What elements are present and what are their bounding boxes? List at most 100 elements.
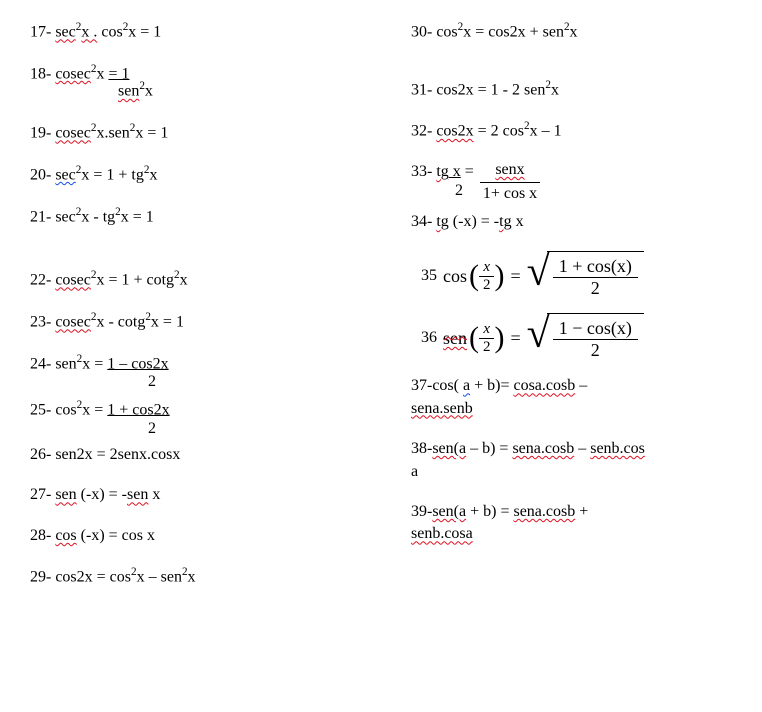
wavy-text: sen bbox=[118, 83, 139, 100]
text: x = 1 bbox=[128, 23, 161, 40]
radicand: 1 + cos(x)2 bbox=[547, 251, 644, 301]
identity-36: 36 sen ( x2 ) = √ 1 − cos(x)2 bbox=[421, 313, 732, 363]
denominator: 1+ cos x bbox=[480, 183, 540, 205]
identity-30: 30- cos2x = cos2x + sen2x bbox=[411, 20, 732, 44]
wavy-text: cosec bbox=[55, 313, 91, 330]
wavy-text: sec bbox=[55, 23, 75, 40]
identity-28: 28- cos (-x) = cos x bbox=[30, 525, 351, 547]
text: (-x) = - bbox=[77, 486, 127, 503]
text: 39- bbox=[411, 503, 432, 520]
rad-num: 1 − cos(x) bbox=[553, 318, 638, 340]
numerator: 1 – cos2x bbox=[107, 355, 168, 372]
paren-left-icon: ( bbox=[469, 323, 479, 353]
identity-18: 18- cosec2x = 1 sen2x bbox=[30, 62, 351, 103]
text: x = cos2x + sen bbox=[463, 23, 564, 40]
text: 28- bbox=[30, 527, 55, 544]
text: x.sen bbox=[96, 124, 129, 141]
fn-wavy: sen bbox=[443, 328, 467, 349]
text: 38- bbox=[411, 440, 432, 457]
numerator: x bbox=[449, 163, 461, 180]
wavy-text: cosec bbox=[55, 272, 91, 289]
identity-17: 17- sec2x . cos2x = 1 bbox=[30, 20, 351, 44]
text: x bbox=[188, 568, 196, 585]
identity-19: 19- cosec2x.sen2x = 1 bbox=[30, 121, 351, 145]
equals: = bbox=[511, 266, 521, 287]
wavy-text: cosec bbox=[55, 65, 91, 82]
text: + b)= bbox=[470, 377, 513, 394]
text: x bbox=[145, 83, 153, 100]
denominator-row: sen2x bbox=[30, 79, 351, 103]
wavy-text: tg bbox=[499, 213, 511, 230]
text: 34- bbox=[411, 213, 436, 230]
identity-23: 23- cosec2x - cotg2x = 1 bbox=[30, 310, 351, 334]
text: x = 1 + tg bbox=[81, 166, 144, 183]
arg-num: x bbox=[479, 259, 494, 277]
wavy-text: cos bbox=[55, 527, 76, 544]
identity-31: 31- cos2x = 1 - 2 sen2x bbox=[411, 78, 732, 102]
identity-32: 32- cos2x = 2 cos2x – 1 bbox=[411, 119, 732, 143]
wavy-text: sen(a bbox=[432, 440, 466, 457]
arg-den: 2 bbox=[479, 277, 495, 294]
identity-22: 22- cosec2x = 1 + cotg2x bbox=[30, 268, 351, 292]
wavy-text: tg bbox=[436, 163, 448, 180]
argument: ( x2 ) bbox=[469, 259, 505, 294]
wavy-text: senb.cosa bbox=[411, 525, 473, 542]
identity-26: 26- sen2x = 2senx.cosx bbox=[30, 444, 351, 466]
text: + bbox=[575, 503, 588, 520]
wavy-text: cos2x bbox=[436, 123, 473, 140]
text: 26- sen2x = 2senx.cosx bbox=[30, 446, 180, 463]
radicand: 1 − cos(x)2 bbox=[547, 313, 644, 363]
rhs-fraction: senx 1+ cos x bbox=[480, 159, 540, 205]
identity-37: 37-cos( a + b)= cosa.cosb – sena.senb bbox=[411, 375, 732, 420]
text: 18- bbox=[30, 65, 55, 82]
text: 20- bbox=[30, 166, 55, 183]
item-number: 36 bbox=[421, 329, 437, 347]
text: a bbox=[411, 463, 418, 480]
text: x – 1 bbox=[530, 123, 562, 140]
text: 33- bbox=[411, 163, 436, 180]
text: x - cotg bbox=[96, 313, 145, 330]
denominator: 2 bbox=[30, 371, 351, 393]
text: 25- cos bbox=[30, 401, 77, 418]
text: 29- cos2x = cos bbox=[30, 568, 131, 585]
wavy-text: sen bbox=[55, 486, 76, 503]
argument: ( x2 ) bbox=[469, 321, 505, 356]
sqrt: √ 1 − cos(x)2 bbox=[527, 313, 644, 363]
text: x = 1 + cotg bbox=[96, 272, 174, 289]
wavy-text: sena.senb bbox=[411, 400, 473, 417]
text: (-x) = - bbox=[449, 213, 499, 230]
wavy-text: tg bbox=[436, 213, 448, 230]
wavy-text: senb.cos bbox=[590, 440, 645, 457]
text: 37-cos( bbox=[411, 377, 463, 394]
text: x – sen bbox=[137, 568, 182, 585]
rad-num: 1 + cos(x) bbox=[553, 256, 638, 278]
paren-right-icon: ) bbox=[495, 323, 505, 353]
text: 22- bbox=[30, 272, 55, 289]
identity-25: 25- cos2x = 1 + cos2x 2 bbox=[30, 398, 351, 440]
wavy-text: cosec bbox=[55, 124, 91, 141]
rad-den: 2 bbox=[585, 340, 606, 361]
two-column-layout: 17- sec2x . cos2x = 1 18- cosec2x = 1 se… bbox=[30, 20, 732, 607]
sqrt: √ 1 + cos(x)2 bbox=[527, 251, 644, 301]
fn: cos bbox=[443, 266, 467, 287]
text: 31- cos2x = 1 - 2 sen bbox=[411, 81, 545, 98]
text: 23- bbox=[30, 313, 55, 330]
lhs: sen ( x2 ) bbox=[443, 321, 505, 356]
text: x bbox=[512, 213, 524, 230]
text: 30- cos bbox=[411, 23, 458, 40]
text: + b) = bbox=[466, 503, 513, 520]
paren-left-icon: ( bbox=[469, 261, 479, 291]
text: x - tg bbox=[81, 208, 115, 225]
wavy-text: sec bbox=[55, 166, 75, 183]
wavy-text: sen(a bbox=[432, 503, 466, 520]
rad-den: 2 bbox=[585, 278, 606, 299]
lhs: cos ( x2 ) bbox=[443, 259, 505, 294]
text: 32- bbox=[411, 123, 436, 140]
text: x = bbox=[82, 355, 107, 372]
text: 21- sec bbox=[30, 208, 76, 225]
text: x bbox=[551, 81, 559, 98]
text: x = 1 bbox=[135, 124, 168, 141]
text: x bbox=[96, 65, 108, 82]
denominator: 2 bbox=[411, 180, 474, 202]
wavy-text: x . bbox=[81, 23, 97, 40]
